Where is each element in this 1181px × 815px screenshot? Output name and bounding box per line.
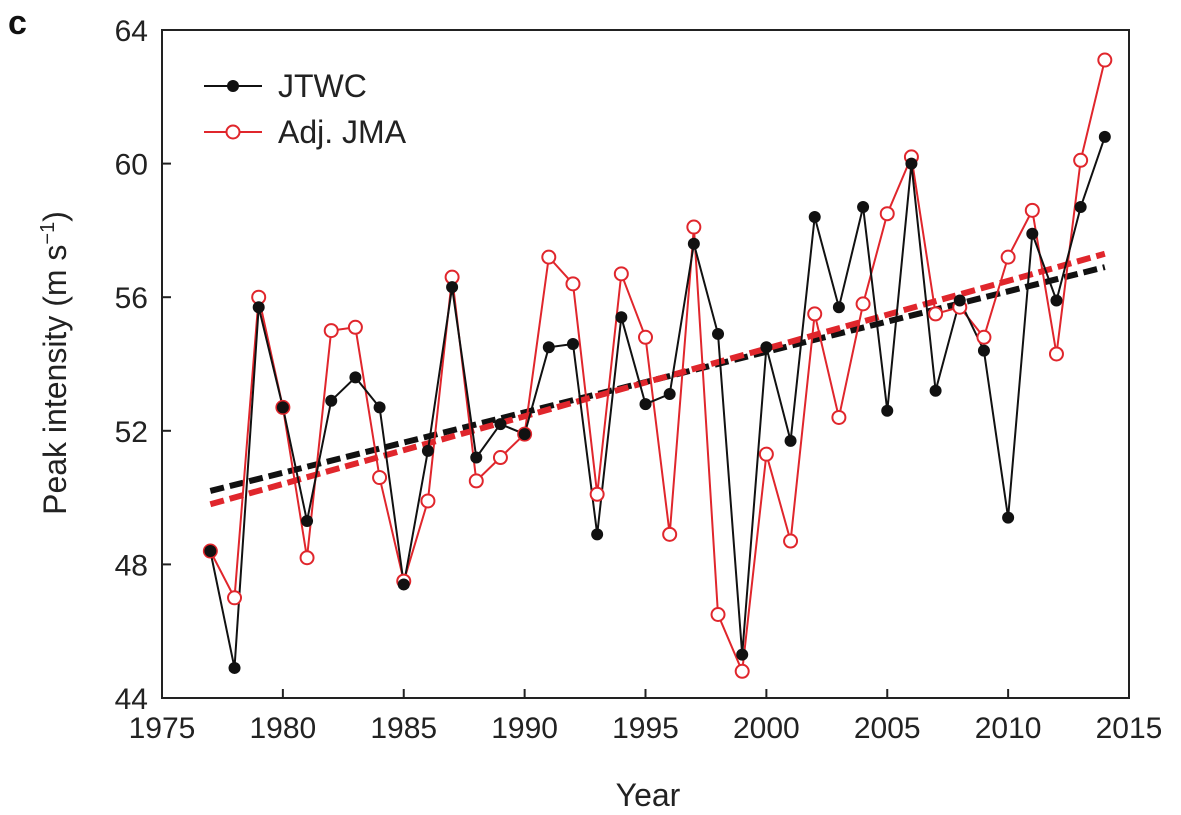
legend-marker-adj-jma — [225, 124, 241, 140]
data-point-jtwc — [953, 294, 966, 307]
x-tick-label: 2015 — [1096, 712, 1163, 745]
data-point-jtwc — [566, 337, 579, 350]
y-axis-title-unit-sup: −1 — [37, 222, 59, 245]
y-tick-label: 44 — [115, 683, 148, 716]
data-point-jtwc — [905, 157, 918, 170]
series-line-jtwc — [209, 136, 1106, 669]
data-point-adj-jma — [807, 306, 823, 322]
data-point-adj-jma — [492, 450, 508, 466]
data-point-jtwc — [977, 344, 990, 357]
data-point-adj-jma — [734, 663, 750, 679]
plot-area: 1975 1980 1985 1990 1995 2000 2005 2010 2015 44 48… — [115, 15, 1163, 745]
data-point-adj-jma — [1097, 52, 1113, 68]
trend-line-adj-jma — [209, 250, 1106, 508]
data-point-adj-jma — [299, 550, 315, 566]
data-point-adj-jma — [1048, 346, 1064, 362]
x-tick-label: 2010 — [975, 712, 1042, 745]
data-point-adj-jma — [565, 276, 581, 292]
y-tick-label: 56 — [115, 282, 148, 315]
data-point-adj-jma — [372, 470, 388, 486]
data-point-adj-jma — [783, 533, 799, 549]
data-point-jtwc — [1026, 227, 1039, 240]
data-point-jtwc — [712, 327, 725, 340]
data-point-jtwc — [204, 545, 217, 558]
data-point-adj-jma — [638, 329, 653, 345]
x-tick-label: 1975 — [129, 712, 196, 745]
data-point-adj-jma — [976, 329, 992, 345]
data-point-adj-jma — [1024, 202, 1040, 218]
data-point-jtwc — [421, 444, 434, 457]
data-point-adj-jma — [347, 319, 363, 335]
series-line-adj-jma — [209, 59, 1106, 676]
legend-marker-jtwc — [227, 80, 239, 92]
y-tick-label: 48 — [115, 549, 148, 582]
x-axis-title: Year — [616, 777, 681, 813]
data-point-jtwc — [1002, 511, 1015, 524]
legend: JTWC Adj. JMA — [204, 68, 407, 150]
data-point-jtwc — [591, 528, 604, 541]
data-point-jtwc — [929, 384, 942, 397]
data-point-adj-jma — [928, 306, 944, 322]
data-point-jtwc — [470, 451, 483, 464]
data-point-jtwc — [397, 578, 410, 591]
x-tick-label: 1980 — [250, 712, 317, 745]
data-point-jtwc — [1050, 294, 1063, 307]
data-point-adj-jma — [1073, 152, 1089, 168]
data-point-adj-jma — [879, 206, 895, 222]
data-point-adj-jma — [613, 266, 629, 282]
data-point-jtwc — [784, 434, 797, 447]
y-tick-label: 64 — [115, 15, 148, 48]
data-point-jtwc — [663, 388, 676, 401]
data-point-jtwc — [639, 398, 652, 411]
data-point-adj-jma — [758, 446, 774, 462]
x-tick-label: 1985 — [370, 712, 437, 745]
data-point-adj-jma — [686, 219, 702, 235]
panel-label: c — [8, 4, 27, 42]
y-axis-title-close: ) — [37, 211, 73, 222]
data-point-jtwc — [252, 301, 265, 314]
x-tick-label: 2005 — [854, 712, 921, 745]
y-tick-label: 60 — [115, 149, 148, 182]
data-point-jtwc — [736, 648, 749, 661]
data-point-jtwc — [760, 341, 773, 354]
data-point-jtwc — [542, 341, 555, 354]
data-point-jtwc — [687, 237, 700, 250]
x-tick-label: 2000 — [733, 712, 800, 745]
data-point-adj-jma — [468, 473, 484, 489]
data-point-adj-jma — [855, 296, 871, 312]
data-point-jtwc — [881, 404, 894, 417]
data-point-jtwc — [446, 281, 459, 294]
legend-label-jtwc: JTWC — [278, 68, 367, 104]
y-axis-title: Peak intensity (m s−1) — [37, 211, 73, 515]
data-point-adj-jma — [541, 249, 557, 265]
data-point-jtwc — [1074, 201, 1087, 214]
data-point-jtwc — [494, 418, 507, 431]
legend-label-adj-jma: Adj. JMA — [278, 114, 407, 150]
data-point-jtwc — [1098, 130, 1111, 143]
data-point-jtwc — [832, 301, 845, 314]
data-point-adj-jma — [589, 486, 605, 502]
x-tick-label: 1995 — [612, 712, 679, 745]
data-point-jtwc — [857, 201, 870, 214]
data-point-adj-jma — [420, 493, 436, 509]
data-point-adj-jma — [227, 590, 243, 606]
data-point-jtwc — [373, 401, 386, 414]
data-point-adj-jma — [662, 526, 678, 542]
data-point-adj-jma — [1000, 249, 1016, 265]
data-point-adj-jma — [831, 409, 847, 425]
data-point-jtwc — [228, 661, 241, 674]
data-point-jtwc — [276, 401, 289, 414]
x-tick-label: 1990 — [491, 712, 558, 745]
data-point-jtwc — [518, 428, 531, 441]
data-point-jtwc — [808, 211, 821, 224]
data-point-adj-jma — [323, 323, 339, 339]
data-point-jtwc — [349, 371, 362, 384]
data-point-jtwc — [325, 394, 338, 407]
data-point-jtwc — [301, 514, 314, 527]
data-point-jtwc — [615, 311, 628, 324]
y-tick-label: 52 — [115, 416, 148, 449]
data-point-adj-jma — [710, 607, 726, 622]
y-axis-title-text: Peak intensity (m s — [37, 245, 73, 515]
